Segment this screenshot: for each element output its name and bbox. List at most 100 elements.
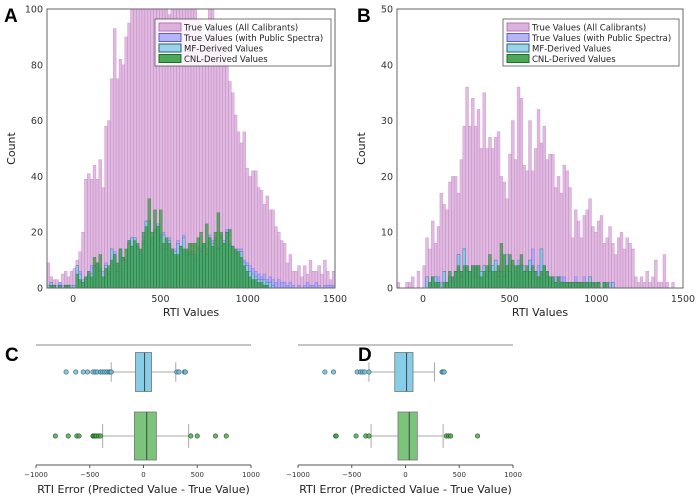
x-tick-label: −500 [80, 471, 99, 479]
histogram-bar [585, 282, 589, 289]
histogram-bar [471, 98, 475, 289]
histogram-bar [199, 231, 203, 289]
histogram-bar [173, 254, 177, 289]
histogram-bar [665, 282, 669, 289]
histogram-bar [459, 159, 464, 289]
outlier-point [366, 369, 372, 375]
histogram-bar [101, 276, 105, 289]
histogram-bar [479, 276, 484, 289]
histogram-bar [317, 265, 321, 289]
histogram-bar [297, 265, 301, 289]
histogram-bar [147, 198, 151, 289]
histogram-bar [445, 209, 449, 289]
histogram-bar [519, 254, 524, 289]
legend-label: True Values (with Public Spectra) [183, 34, 323, 44]
histogram-bar [225, 231, 229, 289]
y-axis-label: Count [5, 131, 18, 164]
histogram-bar [642, 282, 647, 289]
histogram-bar [568, 187, 572, 289]
histogram-bar [599, 215, 604, 289]
histogram-bar [213, 231, 218, 289]
x-tick-label: −500 [342, 471, 361, 479]
histogram-bar [654, 259, 658, 289]
histogram-bar [462, 265, 466, 289]
histogram-bar [87, 173, 91, 289]
histogram-bar [439, 192, 444, 289]
outlier-point [52, 433, 58, 439]
histogram-bar [476, 265, 481, 289]
x-tick-label: 1000 [584, 294, 608, 305]
x-tick-label: 0 [141, 471, 145, 479]
histogram-bar [596, 220, 601, 289]
histogram-bar [459, 271, 464, 289]
boxplot-panel-d: −1000 −500 0 500 1000 RTI Error (Predicted Va… [286, 344, 522, 496]
histogram-bar [130, 245, 134, 289]
histogram-bar [579, 282, 584, 289]
histogram-bar [138, 248, 143, 289]
histogram-bar [308, 259, 313, 289]
y-axis-label: Count [355, 131, 368, 164]
histogram-bar [323, 259, 327, 289]
y-tick-label: 100 [25, 5, 43, 16]
histogram-bar [428, 282, 432, 289]
histogram-bar [112, 28, 117, 289]
legend-label: CNL-Derived Values [532, 55, 616, 65]
histogram-bar [671, 282, 675, 289]
x-axis-label: RTI Values [163, 306, 220, 319]
histogram-bar [445, 282, 449, 289]
histogram-bar [161, 243, 166, 289]
histogram-bar [499, 243, 504, 289]
legend: True Values (All Calibrants)True Values … [154, 18, 332, 67]
x-tick-label: 1500 [323, 294, 347, 305]
histogram-bar [548, 276, 552, 289]
y-tick-label: 20 [381, 172, 393, 183]
histogram-bar [138, 8, 143, 289]
histogram-bar [294, 271, 298, 289]
histogram-bar [268, 209, 272, 289]
outlier-point [73, 369, 79, 375]
histogram-bar [431, 276, 435, 289]
histogram-bar [150, 231, 154, 289]
y-tick-label: 50 [381, 5, 393, 16]
histogram-bar [594, 282, 598, 289]
histogram-bar [408, 282, 412, 289]
histogram-bar [256, 187, 261, 289]
histogram-bar [153, 209, 157, 289]
histogram-bar [222, 243, 226, 289]
histogram-bar [179, 245, 183, 289]
histogram-bar [554, 187, 558, 289]
outlier-point [85, 369, 91, 375]
x-tick-label: 0 [420, 294, 426, 305]
histogram-bar [127, 240, 131, 289]
legend-swatch [506, 22, 530, 32]
histogram-bar [184, 248, 189, 289]
histogram-bar [170, 248, 174, 289]
histogram-bar [282, 282, 287, 289]
histogram-bar [482, 92, 486, 289]
histogram-bar [124, 248, 128, 289]
histogram-bar [539, 271, 544, 289]
x-tick-label: −1000 [286, 471, 310, 479]
histogram-bar [84, 276, 88, 289]
histogram-bar [254, 170, 258, 289]
outlier-point [333, 433, 339, 439]
x-tick-label: 1000 [236, 294, 260, 305]
histogram-bar [516, 265, 521, 289]
histogram-bar [594, 231, 598, 289]
histogram-bar [285, 262, 290, 289]
histogram-bar [164, 237, 169, 289]
plot-frame [396, 8, 684, 289]
box-cnl [333, 411, 481, 461]
y-tick-label: 80 [31, 60, 43, 71]
outlier-point [475, 433, 481, 439]
histogram-bar [542, 125, 546, 289]
histogram-bar [579, 237, 584, 289]
series-0 [396, 86, 675, 289]
x-tick-label: 500 [501, 294, 519, 305]
histogram-bar [456, 265, 461, 289]
histogram-bar [231, 245, 235, 289]
histogram-bar [473, 125, 478, 289]
histogram-bar [576, 220, 581, 289]
x-tick-label: 0 [403, 471, 407, 479]
histogram-bar [571, 237, 575, 289]
